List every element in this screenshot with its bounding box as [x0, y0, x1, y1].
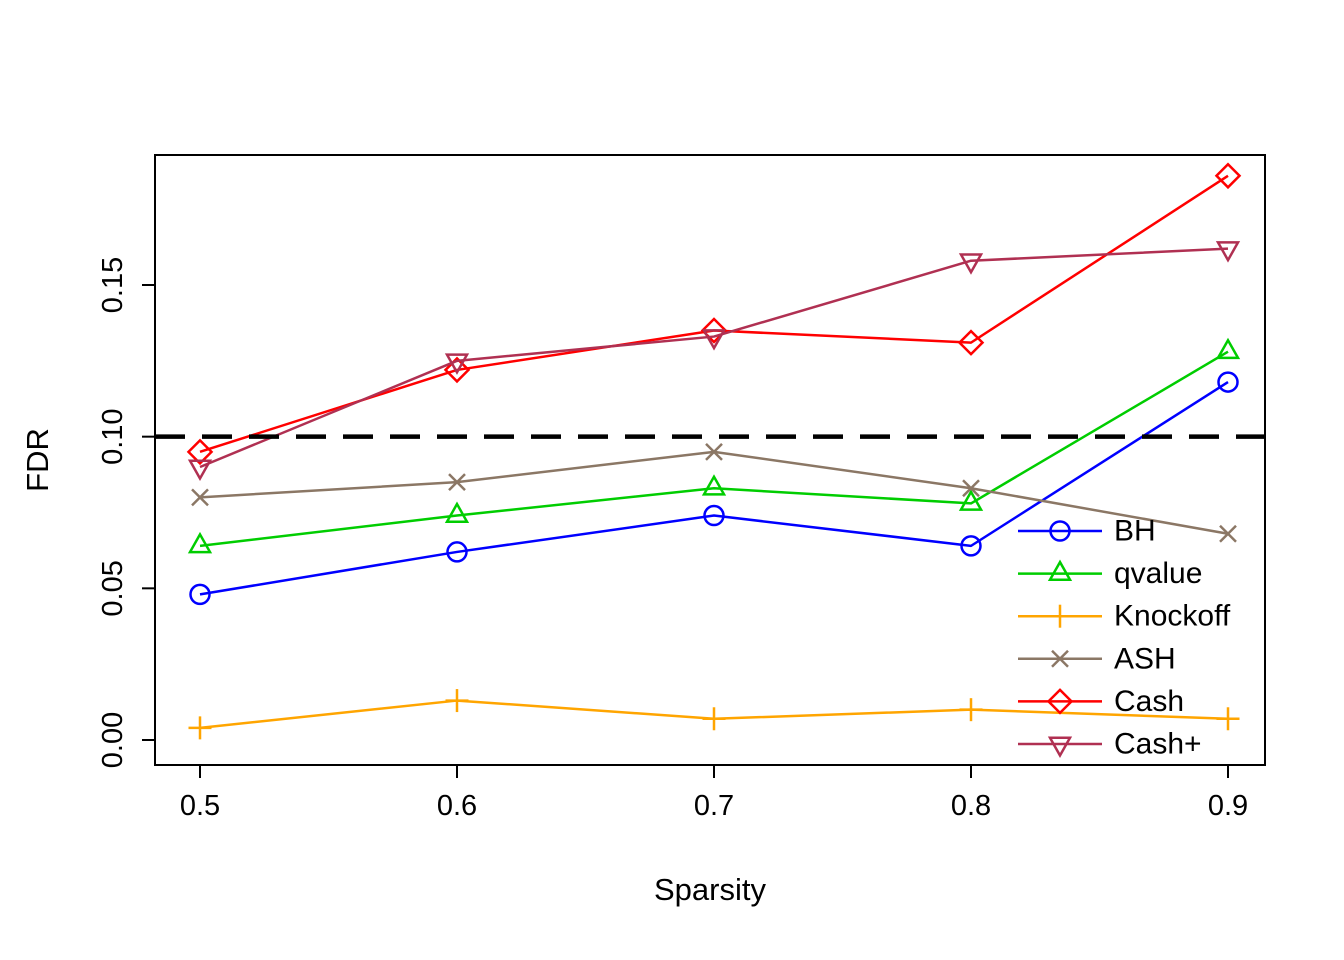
diamond-marker	[1214, 162, 1242, 190]
plus-marker	[1048, 604, 1072, 628]
triangle-down-marker	[1047, 736, 1073, 759]
plus-marker	[702, 707, 726, 731]
x-tick-label: 0.8	[951, 790, 991, 822]
x-axis: 0.5 0.6 0.7 0.8 0.9	[180, 765, 1248, 822]
series-Knockoff	[188, 689, 1240, 740]
plus-marker	[188, 716, 212, 740]
legend-label: BH	[1114, 515, 1156, 548]
plus-marker	[445, 689, 469, 713]
y-axis-title: FDR	[20, 428, 55, 492]
legend-label: ASH	[1114, 642, 1176, 675]
series-line-ASH	[199, 450, 1229, 535]
circle-marker	[189, 583, 211, 606]
triangle-up-marker	[1215, 337, 1241, 360]
triangle-up-marker	[1047, 559, 1073, 582]
circle-marker	[960, 535, 982, 557]
series-line-Cash+	[199, 247, 1229, 469]
x-tick-label: 0.9	[1208, 790, 1248, 822]
diamond-marker	[957, 329, 985, 356]
series-ASH	[191, 442, 1237, 543]
series-Cash+	[187, 241, 1241, 482]
legend-label: Cash	[1114, 685, 1184, 718]
triangle-up-marker	[187, 531, 213, 554]
x-axis-title: Sparsity	[654, 872, 766, 907]
legend-label: Knockoff	[1114, 600, 1231, 633]
series-line-Cash	[199, 174, 1229, 454]
triangle-down-marker	[1215, 241, 1241, 263]
x-marker	[1219, 524, 1237, 543]
series-BH	[189, 371, 1239, 606]
circle-marker	[703, 504, 725, 527]
x-marker	[962, 479, 980, 498]
series-qvalue	[187, 337, 1241, 554]
plus-marker	[959, 698, 983, 722]
legend-item-BH: BH	[1018, 515, 1156, 548]
series-line-BH	[199, 381, 1229, 596]
y-tick-label: 0.15	[97, 257, 129, 313]
legend-label: Cash+	[1114, 728, 1202, 761]
x-marker	[191, 488, 209, 507]
x-tick-label: 0.6	[437, 790, 477, 822]
y-axis: 0.00 0.05 0.10 0.15	[97, 257, 155, 768]
legend-item-qvalue: qvalue	[1018, 557, 1202, 590]
legend-label: qvalue	[1114, 557, 1202, 590]
x-tick-label: 0.5	[180, 790, 220, 822]
y-tick-label: 0.10	[97, 408, 129, 464]
triangle-down-marker	[958, 253, 984, 275]
legend: BH qvalue Knockoff ASH Cash Cash+	[1018, 515, 1231, 761]
circle-marker	[1049, 520, 1071, 542]
diamond-marker	[186, 438, 214, 466]
plus-marker	[1216, 707, 1240, 731]
legend-item-Cash: Cash	[1018, 685, 1184, 718]
triangle-down-marker	[187, 459, 213, 482]
triangle-down-marker	[701, 329, 727, 351]
legend-item-ASH: ASH	[1018, 642, 1176, 675]
triangle-down-marker	[444, 353, 470, 375]
legend-item-Knockoff: Knockoff	[1018, 600, 1231, 633]
legend-item-Cash+: Cash+	[1018, 728, 1202, 761]
y-tick-label: 0.05	[97, 560, 129, 616]
triangle-up-marker	[958, 489, 984, 511]
circle-marker	[446, 541, 468, 563]
x-marker	[705, 442, 723, 461]
x-tick-label: 0.7	[694, 790, 734, 822]
series-line-qvalue	[199, 350, 1229, 548]
diamond-marker	[1046, 688, 1074, 715]
plot-border	[154, 154, 1266, 766]
series-Cash	[186, 162, 1242, 466]
triangle-up-marker	[701, 474, 727, 496]
diamond-marker	[700, 317, 728, 344]
x-marker	[448, 473, 466, 492]
y-tick-label: 0.00	[97, 712, 129, 768]
triangle-up-marker	[444, 501, 470, 523]
diamond-marker	[443, 356, 471, 384]
x-marker	[1051, 649, 1069, 668]
circle-marker	[1217, 371, 1239, 393]
